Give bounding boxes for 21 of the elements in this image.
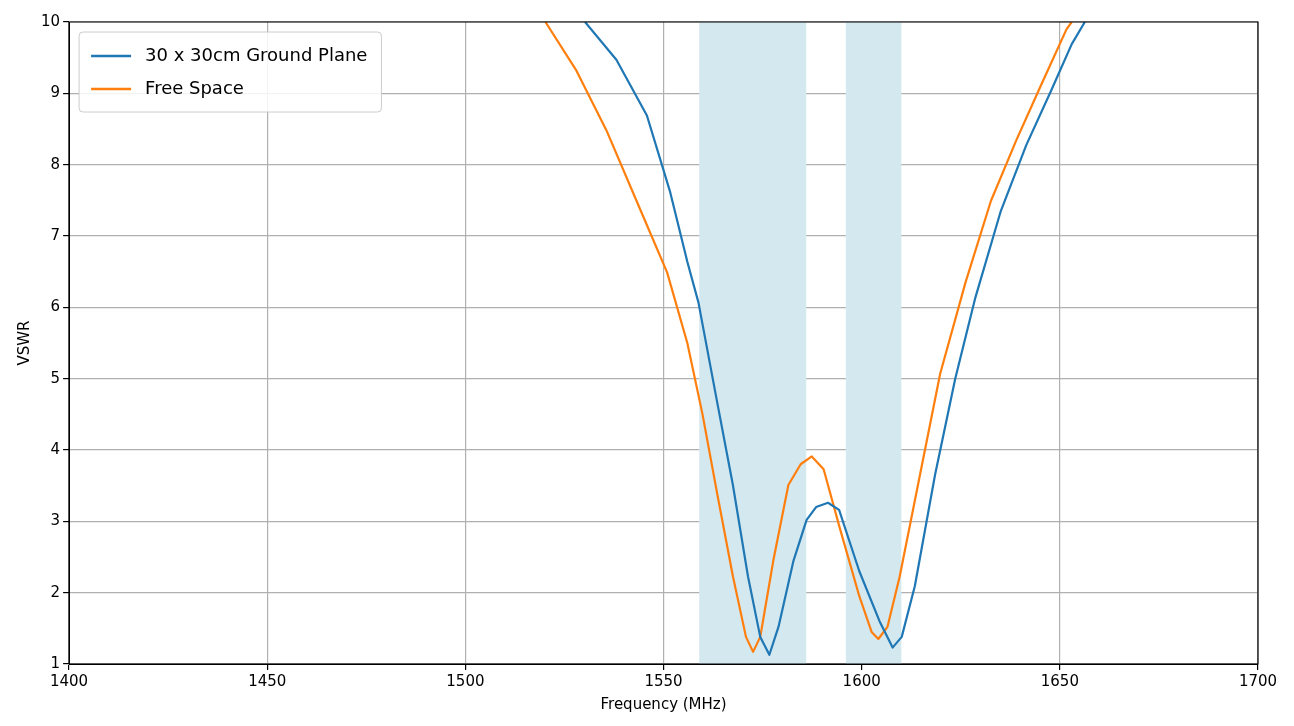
y-tick-label: 7 <box>50 225 61 244</box>
y-tick-label: 2 <box>50 582 61 601</box>
x-tick-label: 1650 <box>1040 671 1079 690</box>
y-tick-label: 10 <box>40 11 61 30</box>
y-tick-label: 1 <box>50 653 61 672</box>
x-tick-label: 1550 <box>644 671 683 690</box>
y-tick-label: 5 <box>50 368 61 387</box>
x-tick-label: 1500 <box>446 671 485 690</box>
y-tick-label: 6 <box>50 297 61 316</box>
y-tick-label: 3 <box>50 511 61 530</box>
y-tick-label: 4 <box>50 439 61 458</box>
legend-label: 30 x 30cm Ground Plane <box>145 43 368 65</box>
y-tick-label: 9 <box>50 83 61 102</box>
y-axis-title: VSWR <box>14 320 33 366</box>
x-tick-label: 1700 <box>1238 671 1278 690</box>
x-tick-label: 1450 <box>248 671 287 690</box>
y-tick-label: 8 <box>50 154 61 173</box>
legend-label: Free Space <box>145 76 244 98</box>
x-tick-label: 1400 <box>49 671 89 690</box>
x-axis-title: Frequency (MHz) <box>600 694 727 713</box>
x-tick-label: 1600 <box>842 671 881 690</box>
